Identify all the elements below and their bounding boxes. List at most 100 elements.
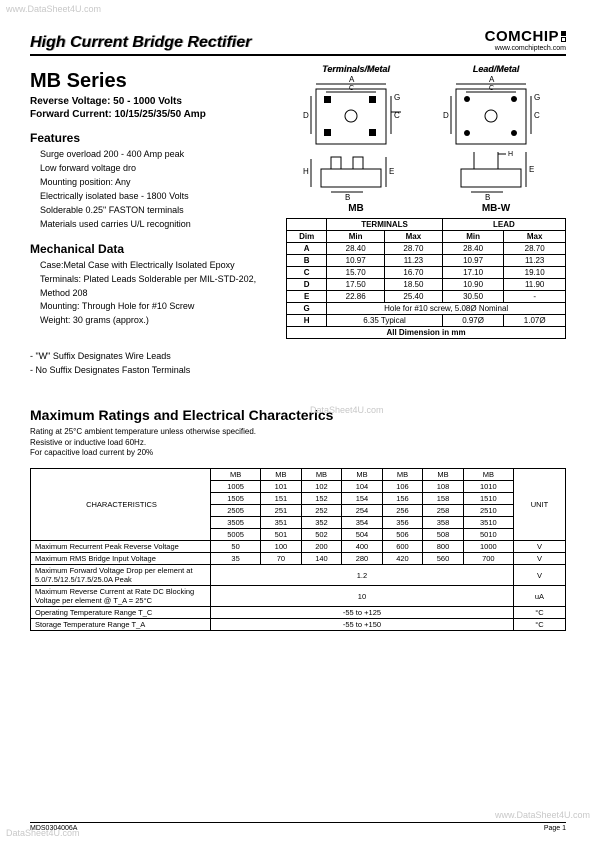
dim-cell: 25.40 — [385, 291, 443, 303]
ratings-part-cell: 2505 — [211, 505, 261, 517]
dim-cell: 28.70 — [385, 243, 443, 255]
svg-text:H: H — [508, 151, 513, 158]
ratings-part-cell: 351 — [261, 517, 302, 529]
svg-text:D: D — [443, 111, 449, 120]
ratings-part-cell: 2510 — [463, 505, 513, 517]
mechanical-title: Mechanical Data — [30, 242, 274, 256]
ratings-unit-cell: V — [513, 541, 565, 553]
ratings-mb-head: MB — [382, 469, 423, 481]
ratings-part-cell: 5010 — [463, 529, 513, 541]
ratings-part-cell: 156 — [382, 493, 423, 505]
ratings-cell: 700 — [463, 553, 513, 565]
dim-cell: - — [504, 291, 566, 303]
ratings-span-cell: 10 — [211, 586, 514, 607]
ratings-part-cell: 356 — [382, 517, 423, 529]
ratings-part-cell: 251 — [261, 505, 302, 517]
ratings-part-cell: 3510 — [463, 517, 513, 529]
ratings-part-cell: 1010 — [463, 481, 513, 493]
ratings-cell: 420 — [382, 553, 423, 565]
ratings-title: Maximum Ratings and Electrical Character… — [30, 407, 566, 423]
footer-page: Page 1 — [544, 825, 566, 832]
ratings-note-3: For capacitive load current by 20% — [30, 448, 566, 458]
dim-cell: E — [287, 291, 327, 303]
ratings-part-cell: 352 — [301, 517, 342, 529]
dim-cell: D — [287, 279, 327, 291]
dim-cell: 28.40 — [442, 243, 504, 255]
dim-h-min: 0.97Ø — [442, 315, 504, 327]
brand-icon — [561, 31, 566, 42]
ratings-part-cell: 3505 — [211, 517, 261, 529]
brand-name: COMCHIP — [485, 28, 566, 45]
dim-cell: 22.86 — [327, 291, 385, 303]
list-item: Solderable 0.25" FASTON terminals — [40, 204, 274, 218]
list-item: Materials used carries U/L recognition — [40, 218, 274, 232]
ratings-part-cell: 358 — [423, 517, 464, 529]
dim-cell: C — [287, 267, 327, 279]
forward-current: Forward Current: 10/15/25/35/50 Amp — [30, 108, 274, 121]
footer: MDS0304006A Page 1 — [30, 822, 566, 832]
brand-block: COMCHIP www.comchiptech.com — [485, 28, 566, 52]
svg-text:B: B — [345, 193, 350, 202]
dim-cell: 15.70 — [327, 267, 385, 279]
ratings-cell: 140 — [301, 553, 342, 565]
dim-cell: 11.23 — [385, 255, 443, 267]
svg-text:E: E — [389, 167, 394, 176]
ratings-unit-cell: °C — [513, 607, 565, 619]
svg-text:G: G — [394, 93, 400, 102]
header: High Current Bridge Rectifier COMCHIP ww… — [30, 28, 566, 56]
dim-cell: 11.23 — [504, 255, 566, 267]
dim-col-head: Max — [385, 231, 443, 243]
ratings-part-cell: 102 — [301, 481, 342, 493]
dim-col-head: Max — [504, 231, 566, 243]
list-item: Electrically isolated base - 1800 Volts — [40, 190, 274, 204]
ratings-row-label: Maximum Reverse Current at Rate DC Block… — [31, 586, 211, 607]
watermark-bottom-right: www.DataSheet4U.com — [495, 810, 590, 820]
ratings-part-cell: 508 — [423, 529, 464, 541]
list-item: - No Suffix Designates Faston Terminals — [30, 364, 274, 378]
ratings-mb-head: MB — [211, 469, 261, 481]
dim-col-head: Min — [442, 231, 504, 243]
notes-list: - "W" Suffix Designates Wire Leads- No S… — [30, 350, 274, 377]
diagram-lead-title: Lead/Metal — [431, 64, 561, 74]
ratings-part-cell: 106 — [382, 481, 423, 493]
dim-col-head: Min — [327, 231, 385, 243]
dim-cell: 17.10 — [442, 267, 504, 279]
ratings-row-label: Operating Temperature Range T_C — [31, 607, 211, 619]
dim-footer: All Dimension in mm — [287, 327, 566, 339]
dim-head-terminals: TERMINALS — [327, 219, 443, 231]
list-item: - "W" Suffix Designates Wire Leads — [30, 350, 274, 364]
mechanical-list: Case:Metal Case with Electrically Isolat… — [30, 259, 274, 329]
dim-cell: 10.90 — [442, 279, 504, 291]
footer-doc-id: MDS0304006A — [30, 825, 77, 832]
ratings-part-cell: 1510 — [463, 493, 513, 505]
ratings-mb-head: MB — [423, 469, 464, 481]
left-column: MB Series Reverse Voltage: 50 - 1000 Vol… — [30, 64, 274, 377]
dim-h-typ: 6.35 Typical — [327, 315, 443, 327]
ratings-part-cell: 258 — [423, 505, 464, 517]
list-item: Case:Metal Case with Electrically Isolat… — [40, 259, 274, 273]
ratings-part-cell: 101 — [261, 481, 302, 493]
ratings-cell: 35 — [211, 553, 261, 565]
ratings-part-cell: 502 — [301, 529, 342, 541]
dim-cell: 17.50 — [327, 279, 385, 291]
diagram-lead-label: MB-W — [431, 203, 561, 214]
ratings-cell: 1000 — [463, 541, 513, 553]
ratings-part-cell: 252 — [301, 505, 342, 517]
ratings-part-cell: 158 — [423, 493, 464, 505]
diagram-lead-svg: A C D C G H E B — [431, 74, 561, 204]
dim-cell: 28.70 — [504, 243, 566, 255]
list-item: Mounting: Through Hole for #10 Screw — [40, 300, 274, 314]
ratings-mb-head: MB — [342, 469, 383, 481]
ratings-part-cell: 5005 — [211, 529, 261, 541]
spec-lines: Reverse Voltage: 50 - 1000 Volts Forward… — [30, 95, 274, 121]
ratings-part-cell: 152 — [301, 493, 342, 505]
ratings-row-label: Storage Temperature Range T_A — [31, 619, 211, 631]
diagram-lead: Lead/Metal A C D C G H E B M — [431, 64, 561, 214]
svg-text:C: C — [489, 85, 494, 92]
brand-text: COMCHIP — [485, 28, 559, 45]
ratings-unit-cell: V — [513, 565, 565, 586]
dim-head-lead: LEAD — [442, 219, 565, 231]
dim-cell: 18.50 — [385, 279, 443, 291]
list-item: Mounting position: Any — [40, 176, 274, 190]
dim-cell: 10.97 — [442, 255, 504, 267]
